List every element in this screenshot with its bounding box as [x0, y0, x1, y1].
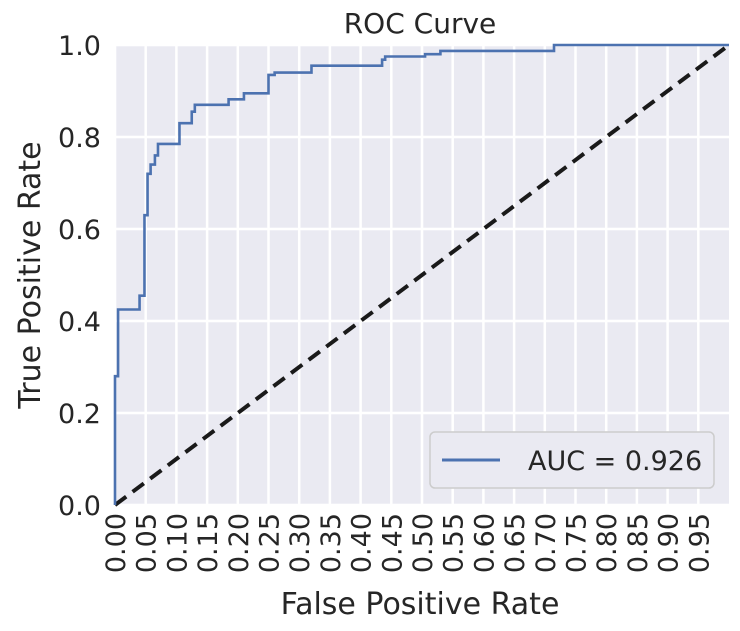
x-tick-label: 0.10: [162, 513, 193, 573]
x-tick-label: 0.05: [132, 513, 163, 573]
y-tick-labels: 0.0 0.2 0.4 0.6 0.8 1.0: [58, 31, 101, 522]
x-tick-label: 0.80: [592, 513, 623, 573]
y-tick-label: 0.6: [58, 215, 101, 246]
y-tick-label: 0.0: [58, 491, 101, 522]
legend: AUC = 0.926: [429, 431, 715, 489]
x-tick-label: 0.55: [439, 513, 470, 573]
legend-label: AUC = 0.926: [528, 446, 702, 477]
x-axis-label: False Positive Rate: [281, 587, 560, 622]
y-axis-label: True Positive Rate: [13, 141, 48, 409]
x-tick-label: 0.65: [500, 513, 531, 573]
x-tick-label: 0.40: [347, 513, 378, 573]
x-tick-label: 0.30: [285, 513, 316, 573]
series-layer: [113, 43, 731, 507]
chance-diagonal-line: [113, 43, 731, 507]
x-tick-label: 0.00: [101, 513, 132, 573]
x-tick-label: 0.95: [684, 513, 715, 573]
legend-box: [429, 431, 715, 489]
y-tick-label: 1.0: [58, 31, 101, 62]
roc-curve-line: [113, 43, 729, 505]
x-tick-label: 0.85: [623, 513, 654, 573]
y-tick-label: 0.2: [58, 399, 101, 430]
y-tick-label: 0.8: [58, 123, 101, 154]
x-tick-label: 0.50: [408, 513, 439, 573]
x-tick-label: 0.15: [193, 513, 224, 573]
x-tick-label: 0.90: [654, 513, 685, 573]
chart-title: ROC Curve: [344, 7, 497, 40]
x-tick-label: 0.75: [562, 513, 593, 573]
y-tick-label: 0.4: [58, 307, 101, 338]
x-tick-label: 0.60: [469, 513, 500, 573]
x-tick-label: 0.25: [255, 513, 286, 573]
x-tick-label: 0.20: [224, 513, 255, 573]
x-tick-labels: 0.00 0.05 0.10 0.15 0.20 0.25 0.30 0.35 0.40 0.45…: [101, 513, 715, 573]
x-tick-label: 0.45: [377, 513, 408, 573]
x-tick-label: 0.70: [531, 513, 562, 573]
x-tick-label: 0.35: [316, 513, 347, 573]
